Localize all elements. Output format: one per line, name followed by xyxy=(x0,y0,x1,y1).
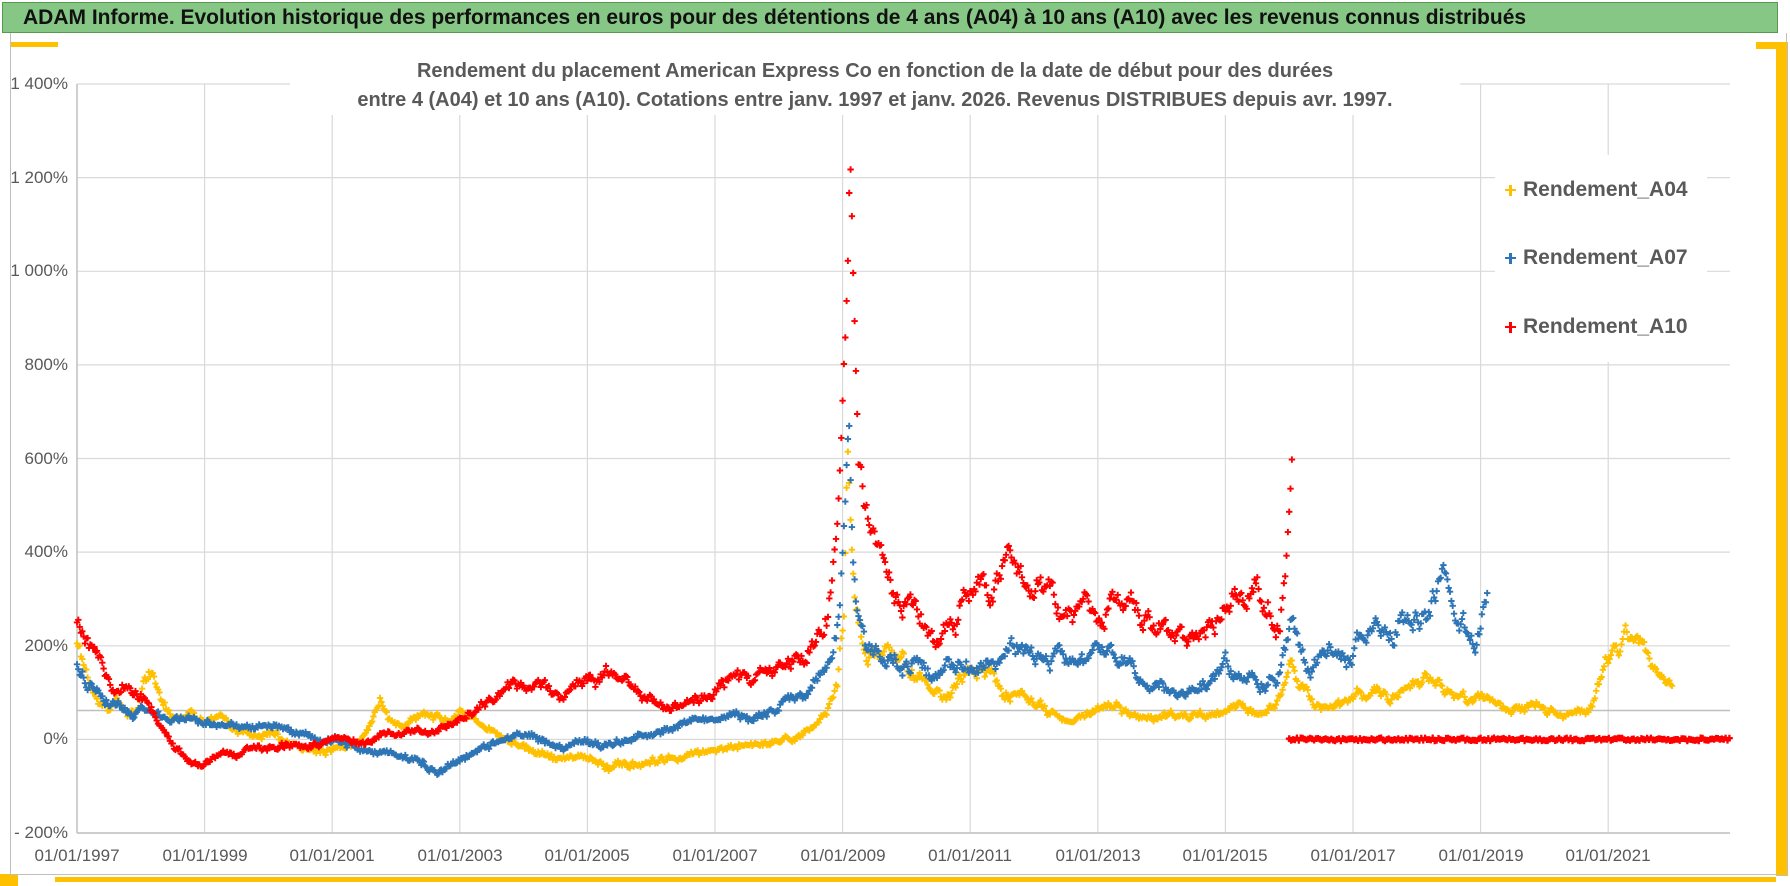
page-border-left xyxy=(10,33,11,875)
x-tick-label: 01/01/2013 xyxy=(1055,846,1141,865)
y-tick-label: 0% xyxy=(43,729,68,748)
plus-marker-icon xyxy=(1505,321,1516,333)
x-tick-label: 01/01/2001 xyxy=(289,846,375,865)
gold-accent-top-left xyxy=(10,42,58,47)
legend: Rendement_A04 Rendement_A07 Rendement_A10 xyxy=(1495,155,1707,362)
x-tick-label: 01/01/1999 xyxy=(162,846,248,865)
chart-title-line2: entre 4 (A04) et 10 ans (A10). Cotations… xyxy=(357,89,1393,111)
gold-accent-top-right xyxy=(1756,42,1788,49)
y-tick-label: 1 200% xyxy=(10,168,68,187)
x-tick-label: 01/01/2021 xyxy=(1565,846,1651,865)
x-tick-label: 01/01/2019 xyxy=(1438,846,1524,865)
x-tick-label: 01/01/2005 xyxy=(544,846,630,865)
x-tick-label: 01/01/2015 xyxy=(1182,846,1268,865)
x-tick-label: 01/01/2011 xyxy=(928,846,1012,865)
series-Rendement_A10 xyxy=(73,166,1296,770)
page-border-right xyxy=(1786,33,1787,875)
gold-accent-right xyxy=(1776,42,1788,876)
chart-title-line1: Rendement du placement American Express … xyxy=(416,60,1334,82)
series-Rendement_A07 xyxy=(73,422,1491,778)
chart-title: Rendement du placement American Express … xyxy=(290,57,1460,115)
y-tick-label: 1 000% xyxy=(10,261,68,280)
y-tick-label: - 200% xyxy=(14,823,68,842)
plus-marker-icon xyxy=(1505,252,1516,264)
x-tick-label: 01/01/2009 xyxy=(800,846,886,865)
axis-lines xyxy=(76,84,1730,834)
legend-label: Rendement_A07 xyxy=(1523,246,1688,269)
plus-marker-icon xyxy=(1505,184,1516,196)
x-tick-label: 01/01/2007 xyxy=(672,846,758,865)
banner: ADAM Informe. Evolution historique des p… xyxy=(2,2,1778,33)
y-tick-label: 400% xyxy=(24,542,68,561)
series-Rendement_A04 xyxy=(73,448,1676,774)
x-tick-label: 01/01/2003 xyxy=(417,846,503,865)
x-tick-label: 01/01/1997 xyxy=(34,846,120,865)
gridlines xyxy=(76,83,1730,834)
gold-accent-bottom-left xyxy=(0,874,18,886)
y-tick-label: 1 400% xyxy=(10,74,68,93)
legend-label: Rendement_A10 xyxy=(1523,315,1688,338)
y-tick-label: 200% xyxy=(24,636,68,655)
banner-title: ADAM Informe. Evolution historique des p… xyxy=(23,5,1527,29)
legend-label: Rendement_A04 xyxy=(1523,178,1688,201)
y-tick-label: 600% xyxy=(24,449,68,468)
page-border-bottom xyxy=(10,874,1787,875)
legend-item-Rendement_A04[interactable]: Rendement_A04 xyxy=(1495,175,1707,205)
series-Rendement_A10-flat-zero xyxy=(1285,734,1733,745)
x-tick-label: 01/01/2017 xyxy=(1310,846,1396,865)
y-tick-label: 800% xyxy=(24,355,68,374)
legend-item-Rendement_A07[interactable]: Rendement_A07 xyxy=(1495,243,1707,273)
gold-accent-bottom xyxy=(55,877,1776,882)
legend-item-Rendement_A10[interactable]: Rendement_A10 xyxy=(1495,312,1707,342)
